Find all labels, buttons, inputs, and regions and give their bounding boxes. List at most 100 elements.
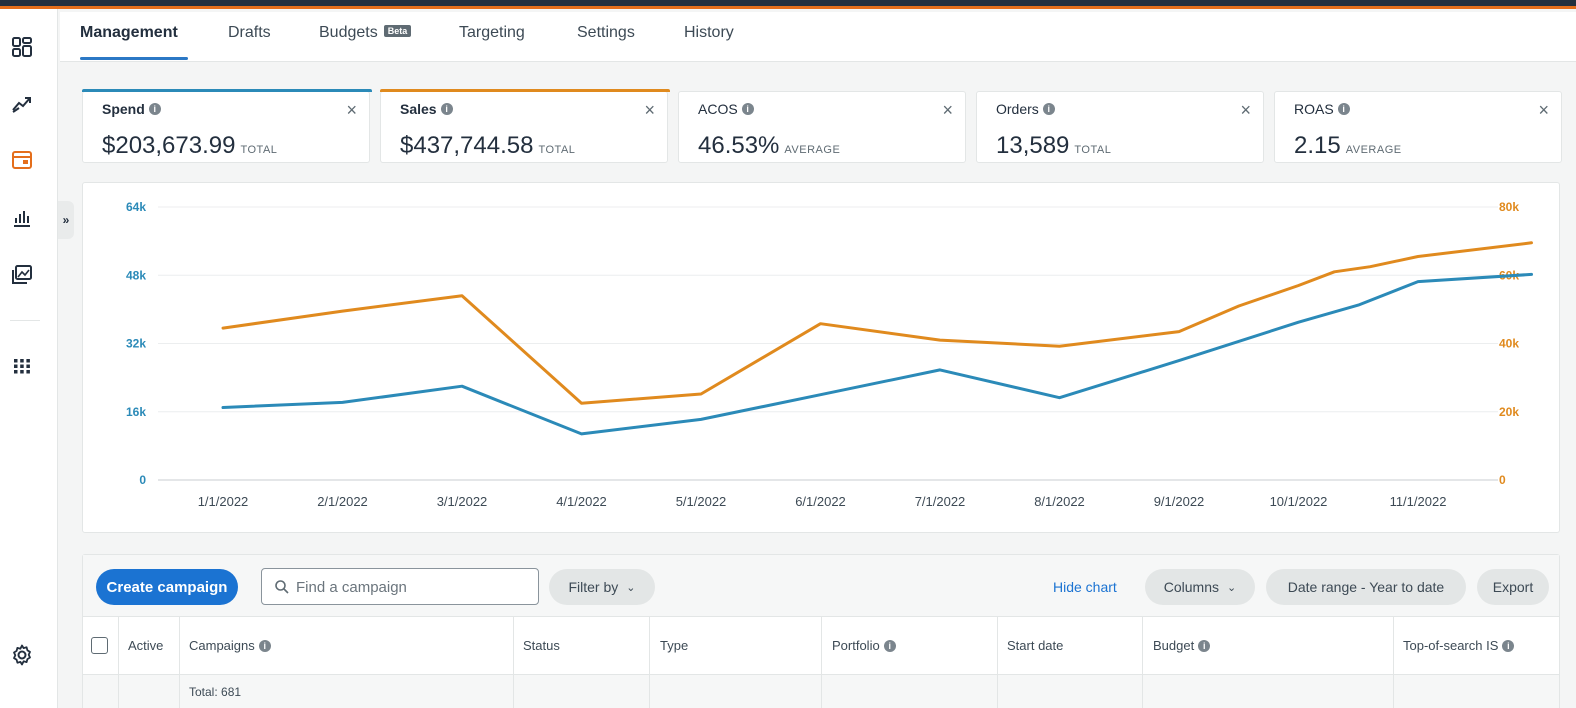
nav-divider — [10, 320, 40, 321]
series-line-spend — [221, 272, 1533, 436]
hide-chart-link[interactable]: Hide chart — [1053, 579, 1117, 595]
date-range-button[interactable]: Date range - Year to date — [1266, 569, 1466, 605]
tab-drafts[interactable]: Drafts — [228, 24, 271, 41]
metric-card-orders[interactable]: Orders i × 13,589 TOTAL — [976, 91, 1264, 163]
close-icon[interactable]: × — [1240, 100, 1251, 120]
metric-card-roas[interactable]: ROAS i × 2.15 AVERAGE — [1274, 91, 1562, 163]
y-left-tick-label: 32k — [126, 337, 146, 351]
left-nav — [0, 9, 58, 708]
column-header-type[interactable]: Type — [660, 638, 689, 653]
column-divider — [118, 617, 119, 708]
chevron-down-icon: ⌄ — [1227, 581, 1237, 594]
x-tick-label: 9/1/2022 — [1154, 494, 1205, 509]
info-icon[interactable]: i — [148, 103, 161, 116]
select-all-checkbox[interactable] — [91, 637, 108, 654]
media-icon[interactable] — [9, 262, 35, 288]
column-divider — [513, 617, 514, 708]
info-icon: i — [258, 639, 271, 652]
y-left-tick-label: 0 — [139, 473, 146, 487]
performance-chart: 0 16k 32k 48k 64k 0 20k 40k 60k 80k 1/1/2022 2/1/20… — [82, 182, 1560, 533]
x-tick-label: 5/1/2022 — [676, 494, 727, 509]
create-campaign-button[interactable]: Create campaign — [96, 569, 238, 605]
info-icon: i — [883, 639, 896, 652]
chevron-down-icon: ⌄ — [626, 581, 636, 594]
campaign-icon[interactable] — [9, 147, 35, 173]
close-icon[interactable]: × — [346, 100, 357, 120]
tab-targeting[interactable]: Targeting — [459, 24, 525, 41]
column-header-active[interactable]: Active — [128, 638, 164, 653]
metric-value: $437,744.58 TOTAL — [400, 132, 576, 159]
column-divider — [1393, 617, 1394, 708]
columns-button[interactable]: Columns ⌄ — [1145, 569, 1255, 605]
active-tab-indicator — [80, 57, 188, 60]
column-divider — [179, 617, 180, 708]
close-icon[interactable]: × — [942, 100, 953, 120]
x-tick-label: 2/1/2022 — [317, 494, 368, 509]
search-box — [261, 568, 539, 605]
campaign-table: Create campaign Filter by⌄ Hide chart Co… — [82, 554, 1560, 708]
tab-budgets[interactable]: Budgets Beta — [319, 24, 412, 42]
metric-value: 2.15 AVERAGE — [1294, 132, 1402, 159]
y-right-tick-label: 40k — [1499, 337, 1519, 351]
x-tick-label: 7/1/2022 — [915, 494, 966, 509]
info-icon: i — [1198, 639, 1211, 652]
y-right-tick-label: 0 — [1499, 473, 1506, 487]
metric-label: ACOS i — [698, 101, 754, 117]
series-line-sales — [221, 241, 1533, 405]
x-tick-label: 10/1/2022 — [1270, 494, 1328, 509]
bar-chart-icon[interactable] — [9, 205, 35, 231]
x-tick-label: 11/1/2022 — [1390, 494, 1447, 509]
info-icon[interactable]: i — [1042, 103, 1055, 116]
metric-label: Orders i — [996, 101, 1055, 117]
y-left-tick-label: 64k — [126, 200, 146, 214]
tab-settings[interactable]: Settings — [577, 24, 635, 41]
tab-bar: Management Drafts Budgets Beta Targeting … — [60, 12, 1576, 62]
metric-accent — [82, 89, 372, 92]
metric-label: ROAS i — [1294, 101, 1350, 117]
y-right-tick-label: 20k — [1499, 405, 1519, 419]
metric-card-acos[interactable]: ACOS i × 46.53% AVERAGE — [678, 91, 966, 163]
close-icon[interactable]: × — [1538, 100, 1549, 120]
close-icon[interactable]: × — [644, 100, 655, 120]
column-header-campaigns[interactable]: Campaigns i — [189, 638, 271, 653]
total-count: Total: 681 — [189, 685, 242, 699]
column-header-status[interactable]: Status — [523, 638, 560, 653]
apps-grid-icon[interactable] — [9, 353, 35, 379]
filter-by-button[interactable]: Filter by ⌄ — [549, 569, 655, 605]
column-divider — [1142, 617, 1143, 708]
y-left-tick-label: 16k — [126, 405, 146, 419]
column-header-portfolio[interactable]: Portfolio i — [832, 638, 896, 653]
column-divider — [997, 617, 998, 708]
metric-accent — [380, 89, 670, 92]
search-icon — [275, 580, 289, 594]
expand-nav-button[interactable]: » — [58, 201, 74, 239]
metric-card-sales[interactable]: Sales i × $437,744.58 TOTAL — [380, 89, 670, 163]
column-divider — [821, 617, 822, 708]
x-tick-label: 3/1/2022 — [437, 494, 488, 509]
trend-icon[interactable] — [9, 90, 35, 116]
metric-value: 46.53% AVERAGE — [698, 132, 841, 159]
dashboard-icon[interactable] — [9, 34, 35, 60]
gear-icon[interactable] — [10, 643, 34, 667]
info-icon: i — [1502, 639, 1515, 652]
info-icon[interactable]: i — [1337, 103, 1350, 116]
x-tick-label: 1/1/2022 — [198, 494, 249, 509]
x-tick-label: 8/1/2022 — [1034, 494, 1085, 509]
y-right-tick-label: 80k — [1499, 200, 1519, 214]
export-button[interactable]: Export — [1477, 569, 1549, 605]
info-icon[interactable]: i — [440, 103, 453, 116]
info-icon[interactable]: i — [741, 103, 754, 116]
metric-label: Sales i — [400, 101, 453, 117]
search-input[interactable] — [296, 577, 526, 597]
column-header-start-date[interactable]: Start date — [1007, 638, 1064, 653]
x-tick-label: 6/1/2022 — [795, 494, 846, 509]
column-header-top-of-search[interactable]: Top-of-search IS i — [1403, 638, 1515, 653]
beta-badge: Beta — [383, 24, 412, 37]
column-header-budget[interactable]: Budget i — [1153, 638, 1211, 653]
tab-history[interactable]: History — [684, 24, 734, 41]
metric-label: Spend i — [102, 101, 161, 117]
tab-management[interactable]: Management — [80, 24, 178, 41]
x-tick-label: 4/1/2022 — [556, 494, 607, 509]
metric-card-spend[interactable]: Spend i × $203,673.99 TOTAL — [82, 89, 372, 163]
